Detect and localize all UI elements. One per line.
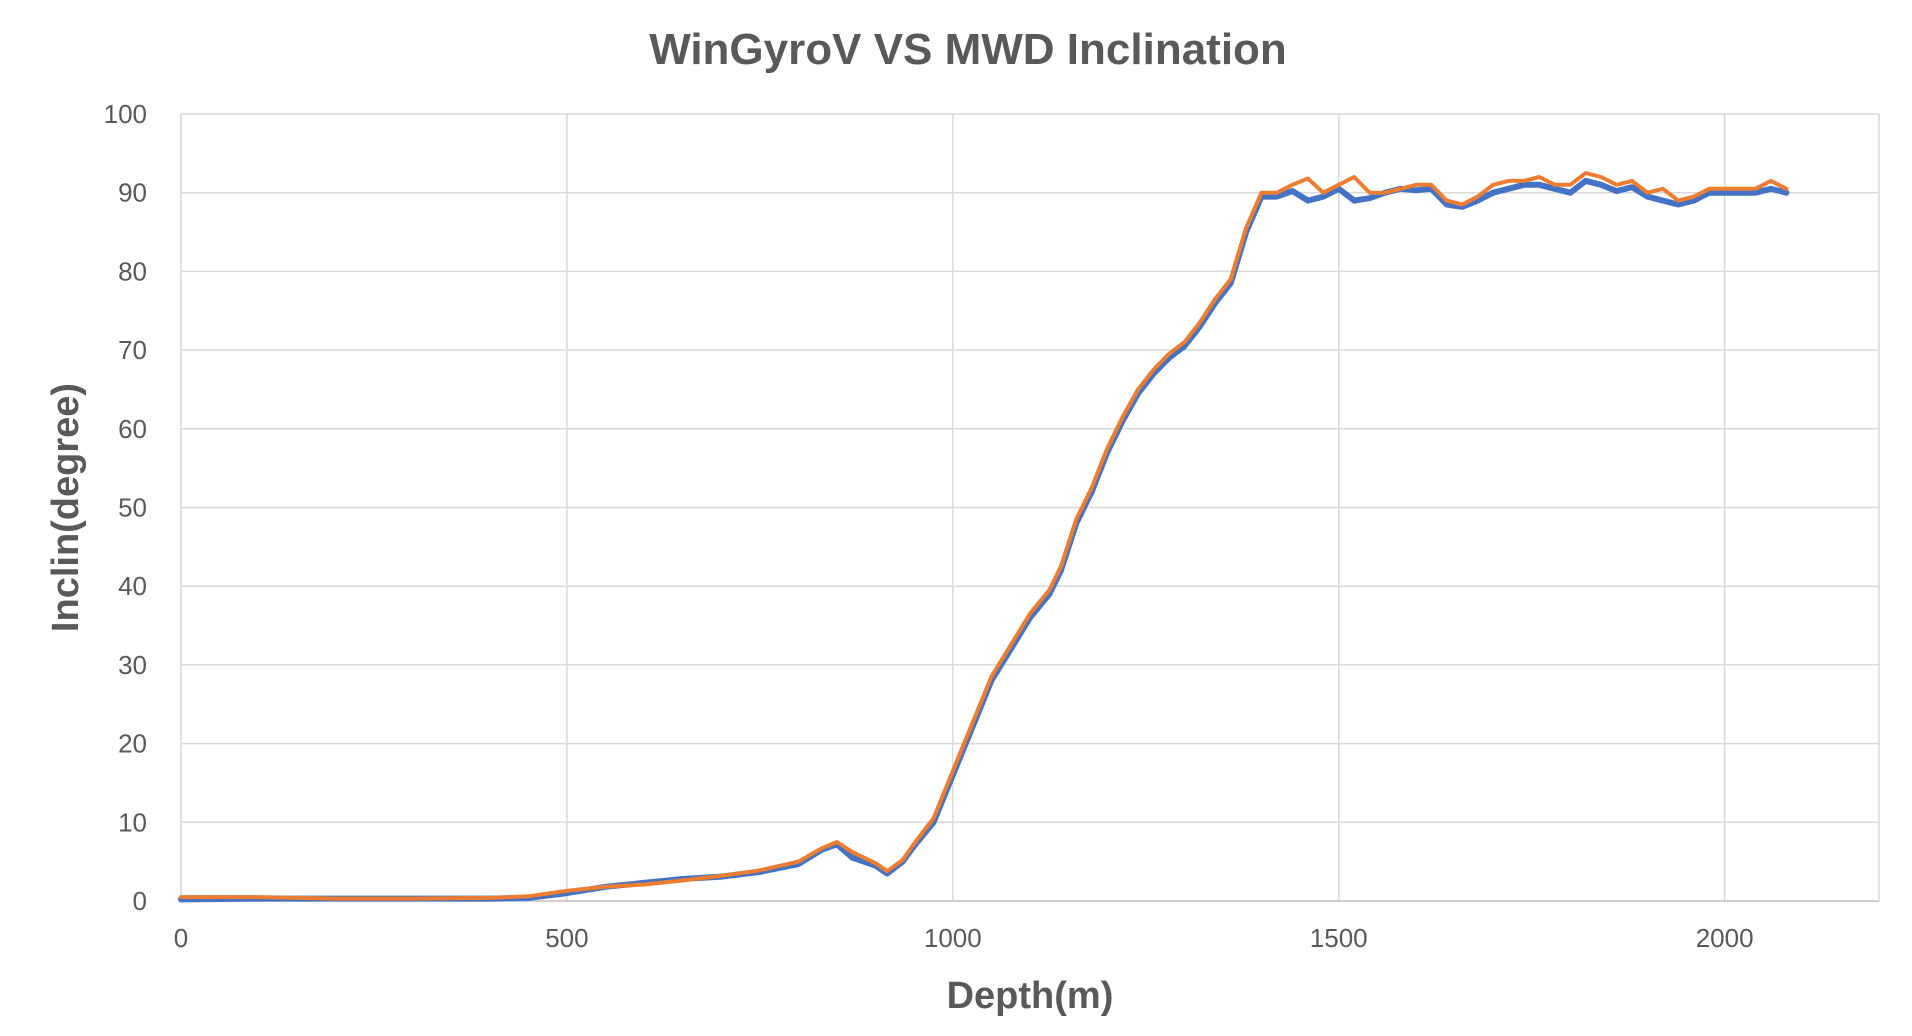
x-tick-label: 2000 [1696, 923, 1754, 953]
y-tick-label: 30 [118, 650, 147, 680]
y-tick-label: 0 [133, 886, 147, 916]
y-tick-label: 10 [118, 807, 147, 837]
x-tick-label: 1500 [1310, 923, 1368, 953]
y-tick-label: 90 [118, 178, 147, 208]
y-axis-title: Inclin(degree) [45, 383, 87, 632]
x-axis-title: Depth(m) [947, 975, 1114, 1017]
y-tick-label: 40 [118, 571, 147, 601]
y-tick-label: 20 [118, 729, 147, 759]
x-tick-label: 1000 [924, 923, 982, 953]
gridlines [180, 113, 1880, 901]
series-line-wingyrov [178, 177, 1790, 903]
series-line-mwd [179, 171, 1789, 901]
y-tick-label: 100 [104, 99, 147, 129]
y-tick-label: 50 [118, 493, 147, 523]
x-tick-label: 500 [545, 923, 588, 953]
chart-title: WinGyroV VS MWD Inclination [649, 25, 1287, 74]
x-tick-label: 0 [174, 923, 188, 953]
y-tick-label: 80 [118, 256, 147, 286]
y-tick-label: 60 [118, 414, 147, 444]
series-lines [178, 171, 1790, 903]
y-tick-label: 70 [118, 335, 147, 365]
